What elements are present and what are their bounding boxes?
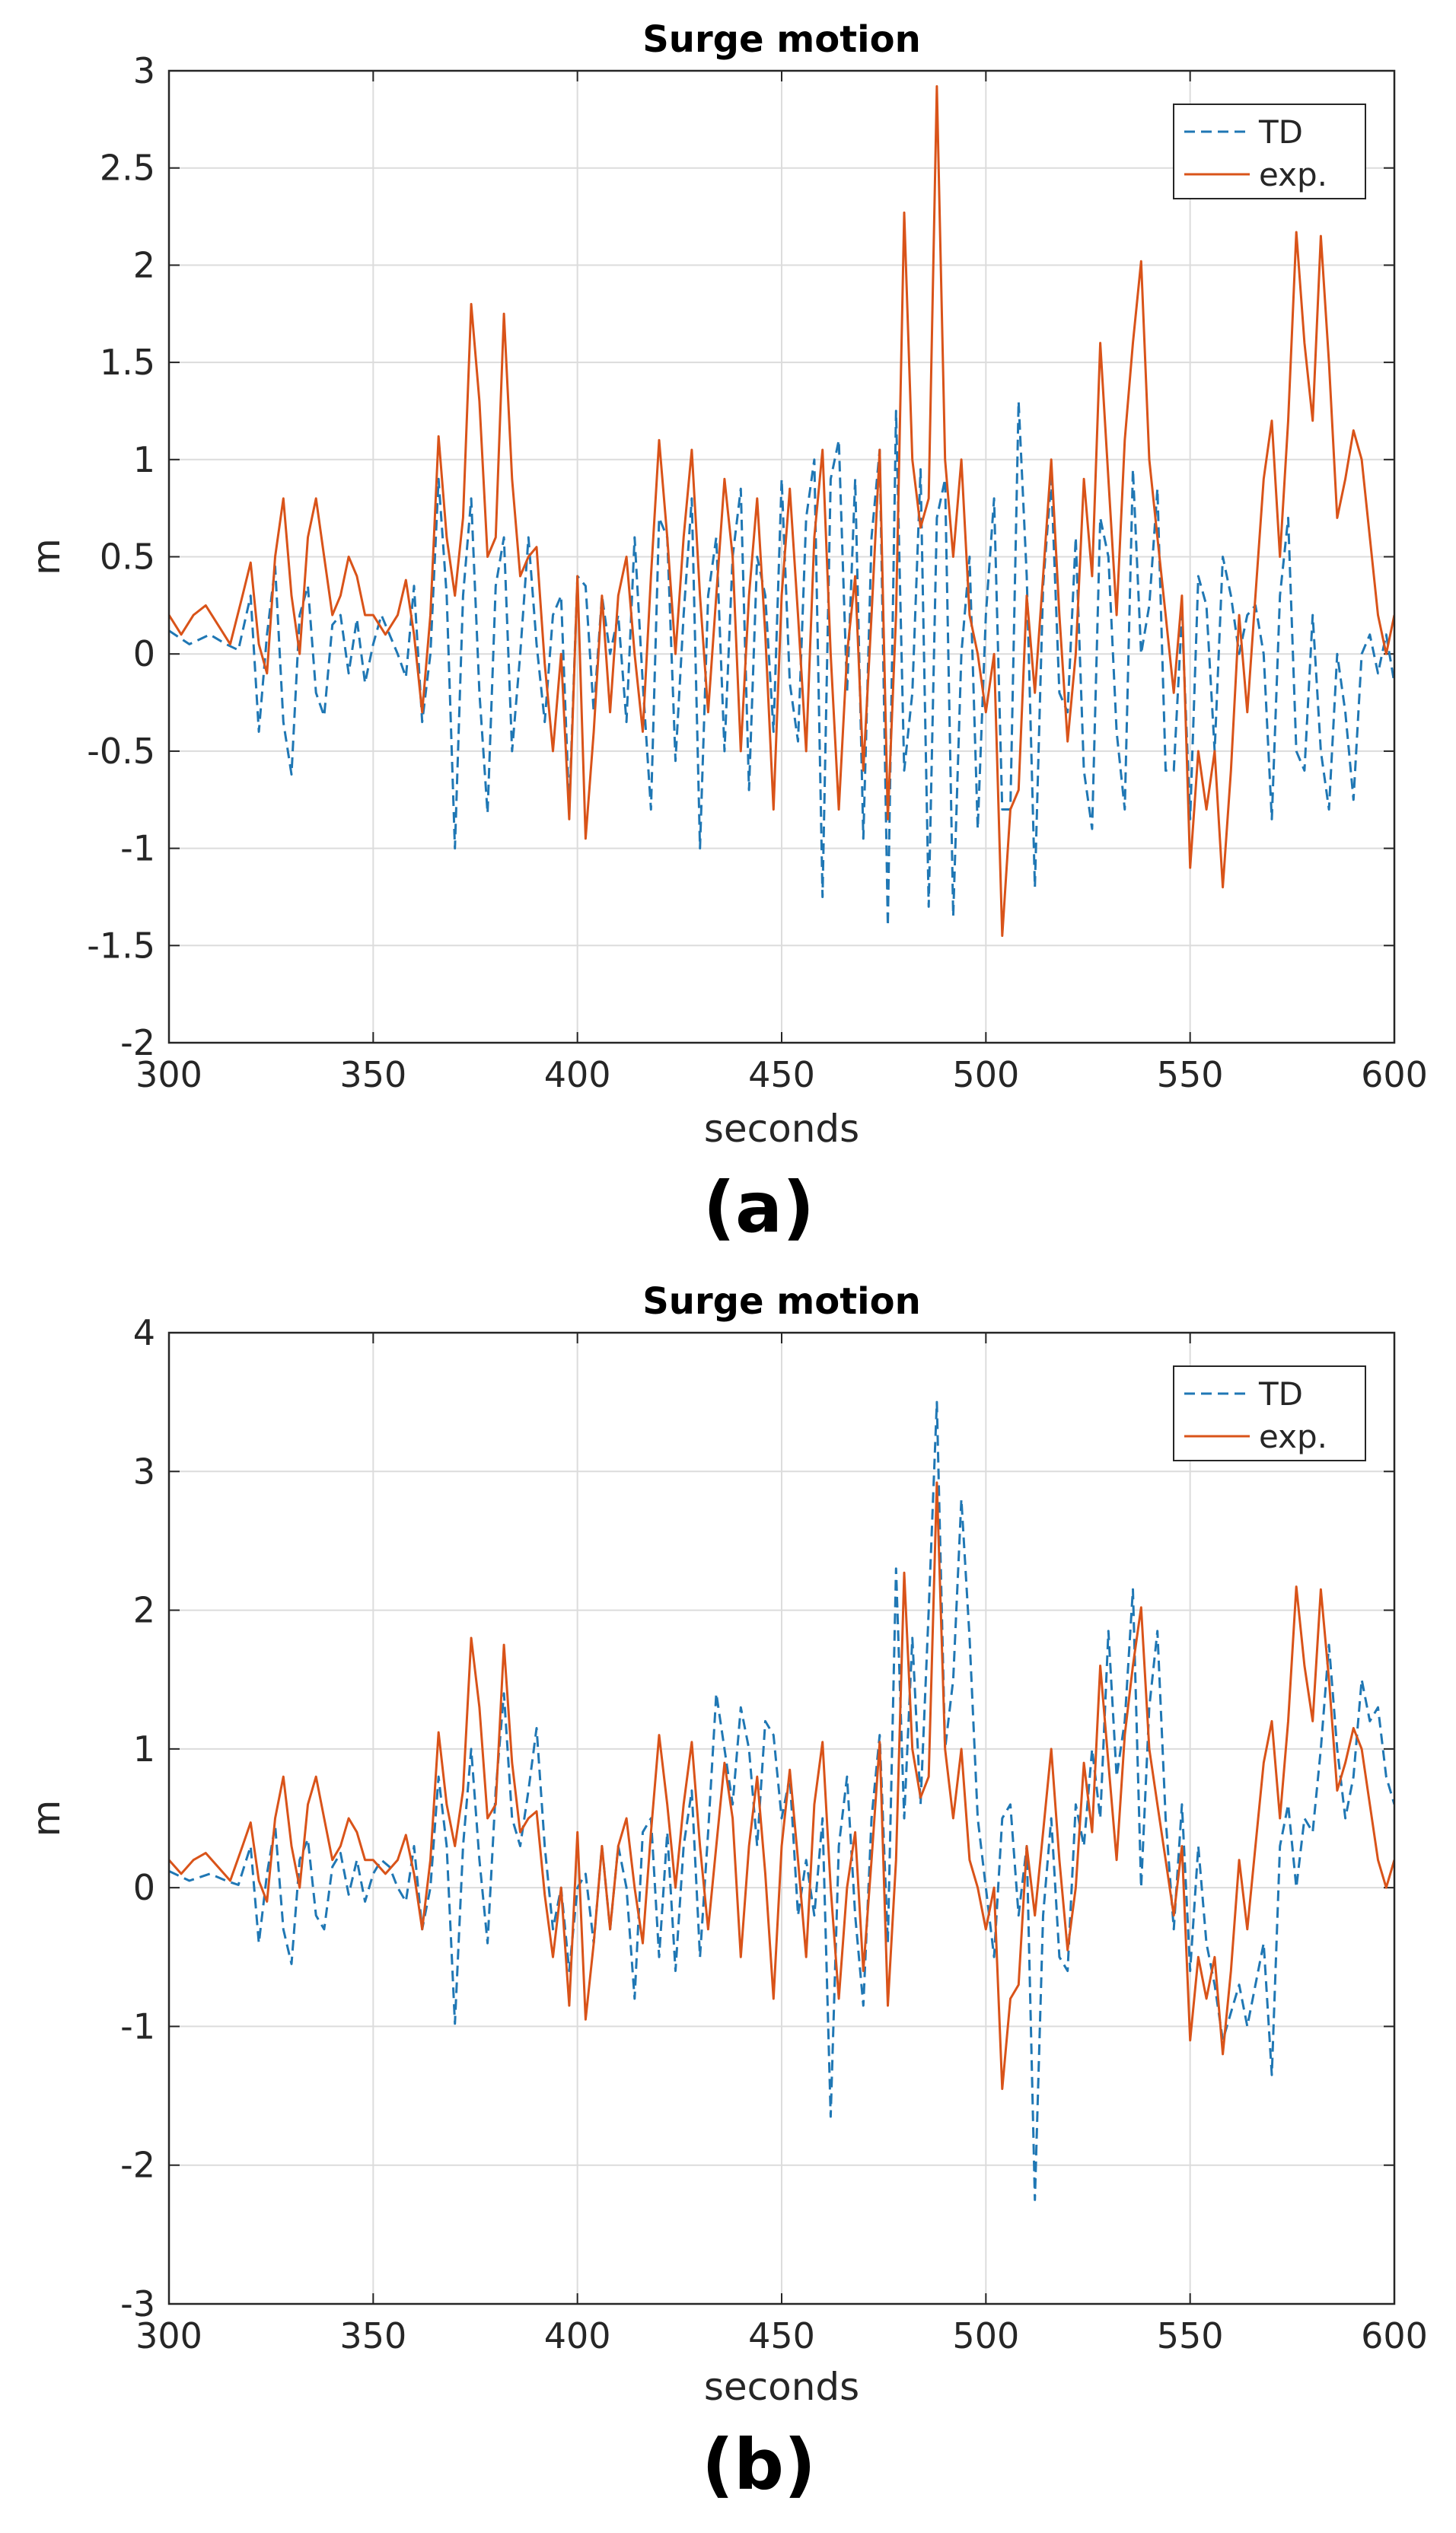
series-line-exp: [169, 1481, 1394, 2090]
x-tick-label: 350: [339, 1054, 406, 1095]
x-tick-label: 550: [1157, 2315, 1224, 2356]
y-tick-label: 1: [133, 439, 155, 480]
x-tick-label: 500: [952, 2315, 1019, 2356]
y-tick-label: -2: [120, 2145, 155, 2186]
series-line-exp: [169, 84, 1394, 937]
y-tick-label: -2: [120, 1022, 155, 1063]
chart-panel-1: 300 350 400 450 500 550 600 -3 -2 -1 0 1 2 3 4 Surge mo…: [24, 1280, 1428, 2506]
series-line-td: [169, 400, 1394, 928]
y-tick-label: 3: [133, 50, 155, 91]
x-axis-label: seconds: [704, 1107, 859, 1151]
y-tick-label: 2: [133, 1590, 155, 1631]
x-tick-label: 300: [135, 1054, 202, 1095]
axes-box: [167, 69, 1396, 1044]
y-tick-label: -1: [120, 828, 155, 869]
y-tick-label: 0: [133, 1867, 155, 1908]
x-tick-label: 400: [544, 2315, 611, 2356]
axes-box: [167, 1331, 1396, 2305]
legend-box: [1173, 104, 1366, 199]
x-tick-label: 400: [544, 1054, 611, 1095]
y-tick-label: -3: [120, 2283, 155, 2324]
y-tick-label: 2.5: [100, 148, 155, 189]
chart-title: Surge motion: [642, 1280, 921, 1323]
y-axis-label: m: [24, 538, 68, 575]
legend-label-td: TD: [1258, 113, 1303, 151]
y-tick-label: 4: [133, 1312, 155, 1353]
chart-title: Surge motion: [642, 18, 921, 61]
x-tick-label: 600: [1361, 1054, 1428, 1095]
x-tick-label: 600: [1361, 2315, 1428, 2356]
panel-label: (a): [703, 1167, 814, 1248]
y-tick-label: 1.5: [100, 342, 155, 383]
legend-box: [1173, 1365, 1366, 1461]
y-axis-label: m: [24, 1800, 68, 1837]
series-line-td: [169, 1400, 1394, 2201]
legend-label-td: TD: [1258, 1375, 1303, 1413]
x-tick-label: 450: [748, 2315, 815, 2356]
x-tick-label: 550: [1157, 1054, 1224, 1095]
y-tick-label: -1.5: [87, 925, 155, 966]
y-tick-label: 2: [133, 244, 155, 285]
x-axis-label: seconds: [704, 2365, 859, 2409]
x-tick-label: 500: [952, 1054, 1019, 1095]
x-tick-label: 300: [135, 2315, 202, 2356]
y-tick-label: 0.5: [100, 537, 155, 578]
x-tick-label: 350: [339, 2315, 406, 2356]
x-tick-label: 450: [748, 1054, 815, 1095]
legend-label-exp: exp.: [1259, 1418, 1327, 1455]
chart-panel-0: 300 350 400 450 500 550 600 -2 -1.5 -1 -0.5 0 0.5 1 1.…: [24, 18, 1428, 1248]
legend-label-exp: exp.: [1259, 156, 1327, 193]
y-tick-label: 0: [133, 633, 155, 674]
y-tick-label: 3: [133, 1451, 155, 1492]
y-tick-label: -1: [120, 2006, 155, 2047]
panel-label: (b): [702, 2424, 816, 2506]
y-tick-label: 1: [133, 1728, 155, 1770]
y-tick-label: -0.5: [87, 731, 155, 772]
